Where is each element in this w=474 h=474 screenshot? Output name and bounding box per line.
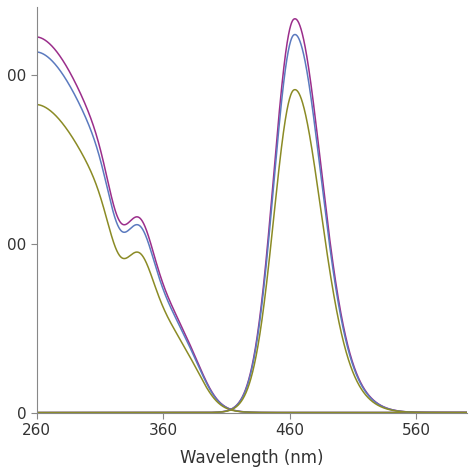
X-axis label: Wavelength (nm): Wavelength (nm): [180, 449, 324, 467]
